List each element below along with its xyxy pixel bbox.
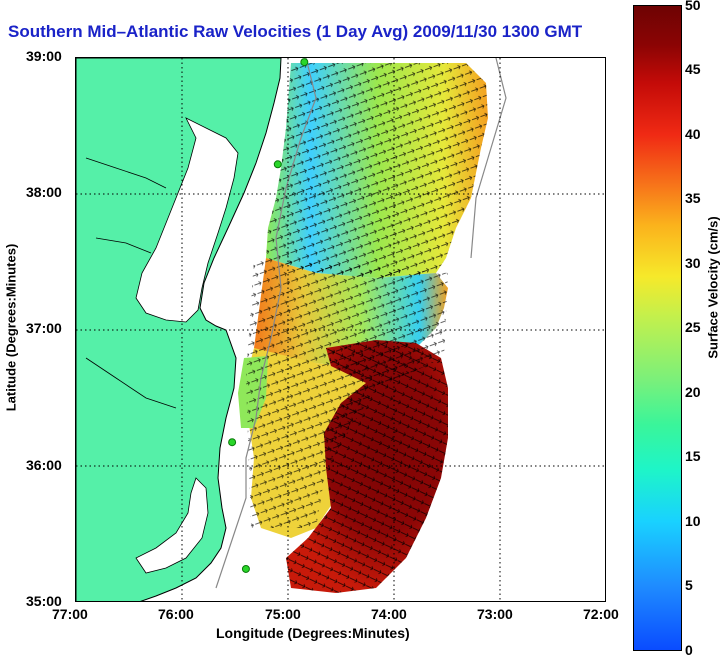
chesapeake-bay [135,117,239,323]
chart-title: Southern Mid–Atlantic Raw Velocities (1 … [8,22,583,41]
colorbar [633,5,682,651]
colorbar-tick: 20 [685,384,701,400]
x-tick-label: 76:00 [158,606,194,622]
bathymetry-contour [215,58,507,589]
radar-site-marker [241,564,250,573]
y-tick-label: 37:00 [26,320,62,336]
radar-site-marker [300,58,309,67]
map-canvas [76,58,605,601]
x-tick-label: 75:00 [265,606,301,622]
y-tick-label: 36:00 [26,457,62,473]
map-grid [76,58,605,601]
radar-sites [228,58,309,573]
colorbar-tick: 15 [685,448,701,464]
velocity-arrows-mid [246,258,448,528]
colorbar-tick: 35 [685,190,701,206]
y-tick-label: 39:00 [26,48,62,64]
velocity-arrows-north [266,63,488,278]
colorbar-tick: 30 [685,255,701,271]
river [85,157,177,409]
x-axis-label: Longitude (Degrees:Minutes) [216,625,410,641]
y-axis-label: Latitude (Degrees:Minutes) [3,243,19,412]
colorbar-tick: 40 [685,126,701,142]
y-tick-label: 35:00 [26,593,62,609]
colorbar-label: Surface Velocity (cm/s) [705,216,721,359]
x-tick-label: 73:00 [477,606,513,622]
colorbar-tick: 45 [685,61,701,77]
colorbar-tick: 25 [685,319,701,335]
radar-site-marker [228,438,237,447]
colorbar-tick: 0 [685,642,693,658]
map-plot-area [75,57,606,602]
colorbar-tick: 10 [685,513,701,529]
x-tick-label: 72:00 [583,606,619,622]
colorbar-overlap [604,20,634,44]
velocity-arrows-south [286,340,448,593]
pamlico-sound [135,477,209,574]
radar-site-marker [273,160,282,169]
x-tick-label: 77:00 [52,606,88,622]
y-tick-label: 38:00 [26,184,62,200]
colorbar-tick: 5 [685,577,693,593]
colorbar-tick: 50 [685,0,701,13]
x-tick-label: 74:00 [371,606,407,622]
